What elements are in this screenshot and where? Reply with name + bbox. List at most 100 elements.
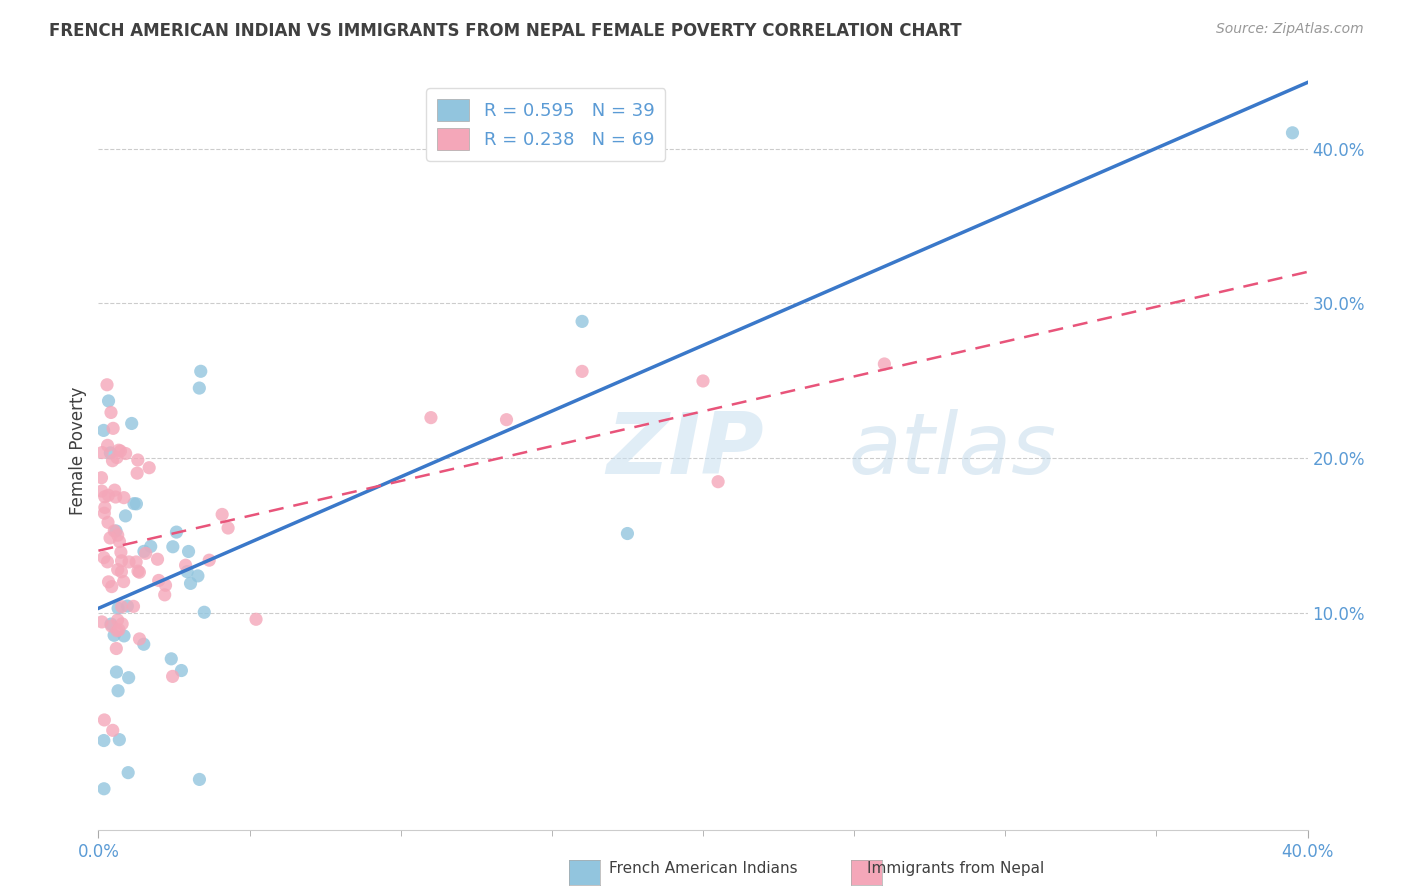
Point (93, 550, 115, 565)
Point (198, 553, 221, 567)
Point (165, 525, 187, 540)
Point (160, 652, 183, 666)
Point (98, 446, 121, 460)
Point (121, 417, 143, 431)
Point (135, 546, 157, 560)
Point (188, 772, 211, 787)
Text: atlas: atlas (848, 409, 1056, 492)
Point (128, 632, 150, 646)
Point (128, 566, 150, 580)
Point (107, 563, 129, 577)
Text: FRENCH AMERICAN INDIAN VS IMMIGRANTS FROM NEPAL FEMALE POVERTY CORRELATION CHART: FRENCH AMERICAN INDIAN VS IMMIGRANTS FRO… (49, 22, 962, 40)
Point (211, 508, 233, 522)
Point (103, 524, 125, 538)
Legend: R = 0.595   N = 39, R = 0.238   N = 69: R = 0.595 N = 39, R = 0.238 N = 69 (426, 88, 665, 161)
Y-axis label: Female Poverty: Female Poverty (69, 386, 87, 515)
Point (90, 484, 112, 499)
Point (707, 475, 730, 489)
Point (107, 683, 129, 698)
Point (122, 497, 145, 511)
Point (105, 641, 128, 656)
Point (101, 723, 124, 738)
Point (127, 466, 149, 480)
Point (112, 629, 135, 643)
Text: Source: ZipAtlas.com: Source: ZipAtlas.com (1216, 22, 1364, 37)
Point (100, 617, 122, 632)
Point (93, 424, 115, 438)
Point (114, 508, 136, 523)
Point (217, 521, 239, 535)
Point (176, 565, 198, 579)
Point (420, 410, 443, 425)
Text: French American Indians: French American Indians (609, 861, 797, 876)
Point (245, 612, 267, 626)
Point (571, 364, 593, 378)
Point (162, 540, 184, 554)
Point (1206, 31, 1229, 45)
Point (114, 446, 136, 460)
Point (692, 374, 714, 388)
Point (97, 488, 120, 502)
Point (146, 552, 169, 566)
Point (108, 534, 131, 549)
Point (101, 421, 124, 435)
Point (188, 381, 211, 395)
Point (117, 765, 139, 780)
Point (110, 565, 132, 579)
Point (104, 490, 127, 504)
Point (90, 471, 112, 485)
Point (110, 444, 132, 458)
Point (90, 615, 112, 629)
Point (97, 516, 120, 530)
Point (97, 574, 120, 589)
Text: ZIP: ZIP (606, 409, 763, 492)
Point (108, 732, 131, 747)
Point (138, 460, 160, 475)
Point (873, 357, 896, 371)
Point (103, 628, 125, 642)
Text: Immigrants from Nepal: Immigrants from Nepal (868, 861, 1045, 876)
Point (105, 665, 128, 679)
Point (132, 637, 155, 651)
Point (96, 377, 118, 392)
Point (117, 599, 139, 613)
Point (153, 588, 176, 602)
Point (111, 616, 134, 631)
Point (118, 555, 141, 569)
Point (616, 526, 638, 541)
Point (139, 540, 162, 554)
Point (93, 506, 115, 520)
Point (108, 623, 131, 637)
Point (96, 555, 118, 569)
Point (112, 491, 135, 505)
Point (155, 578, 177, 592)
Point (107, 601, 129, 615)
Point (110, 545, 132, 559)
Point (104, 483, 127, 497)
Point (94, 500, 117, 515)
Point (125, 555, 148, 569)
Point (105, 524, 128, 538)
Point (107, 528, 129, 542)
Point (101, 453, 124, 467)
Point (98, 531, 121, 545)
Point (111, 599, 134, 614)
Point (118, 671, 141, 685)
Point (112, 574, 135, 589)
Point (174, 558, 197, 573)
Point (125, 497, 148, 511)
Point (127, 453, 149, 467)
Point (100, 619, 122, 633)
Point (93, 781, 115, 796)
Point (93, 733, 115, 747)
Point (122, 599, 145, 614)
Point (107, 443, 129, 458)
Point (110, 554, 132, 568)
Point (177, 544, 200, 558)
Point (127, 564, 149, 578)
Point (180, 576, 202, 591)
Point (148, 574, 170, 588)
Point (105, 624, 128, 638)
Point (97, 393, 120, 408)
Point (495, 412, 517, 426)
